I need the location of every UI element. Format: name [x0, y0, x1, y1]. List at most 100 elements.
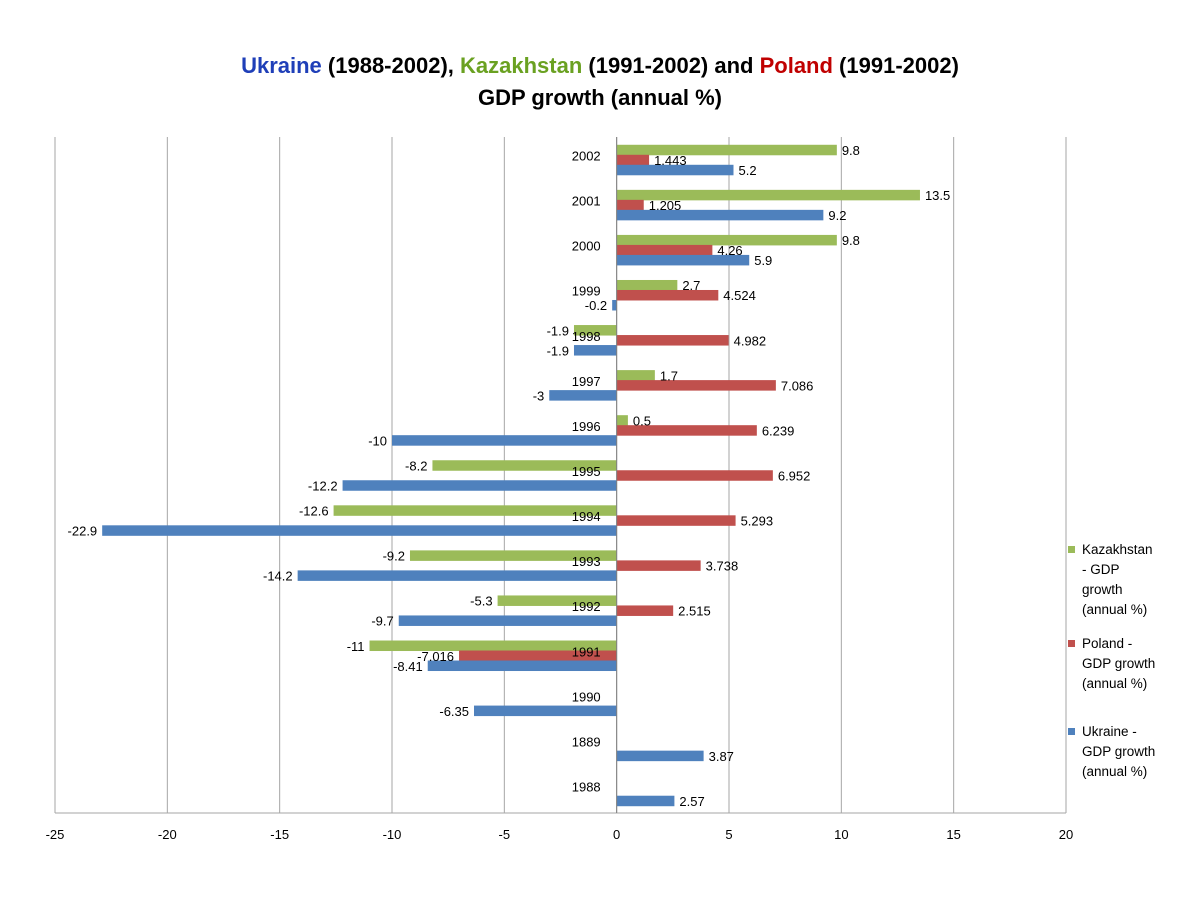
x-tick-label: 5	[725, 827, 732, 842]
data-label-poland: 6.952	[778, 469, 811, 484]
data-label-poland: 4.524	[723, 288, 756, 303]
chart-title-line2: GDP growth (annual %)	[477, 85, 723, 110]
y-category-label: 2000	[572, 239, 601, 254]
legend-text-line: - GDP	[1082, 562, 1120, 577]
data-label-ukraine: 5.9	[754, 253, 772, 268]
y-category-label: 2001	[572, 194, 601, 209]
bar-kazakhstan	[333, 505, 617, 516]
chart-title-line1: Ukraine (1988-2002), Kazakhstan (1991-20…	[0, 50, 1200, 82]
bar-ukraine	[616, 164, 734, 176]
bar-poland	[616, 154, 650, 166]
data-label-kazakhstan: 13.5	[925, 188, 950, 203]
bars	[102, 144, 920, 807]
bar-kazakhstan	[409, 550, 617, 561]
data-label-ukraine: -10	[368, 433, 387, 448]
data-label-kazakhstan: 1.7	[660, 368, 678, 383]
title-kazakhstan: Kazakhstan	[460, 53, 583, 78]
data-label-poland: 1.205	[649, 198, 682, 213]
bar-kazakhstan	[616, 189, 920, 201]
bar-poland	[616, 380, 776, 391]
value-labels: 9.8 13.5 9.8 2.7 -1.9 1.7 0.5 -8.2 -12.6 -9.2 -5.3…	[68, 143, 951, 809]
chart-legend: Kazakhstan - GDP growth (annual %) Poland - G…	[1068, 540, 1178, 796]
bar-poland	[616, 560, 701, 571]
x-tick-label: -10	[383, 827, 402, 842]
bar-poland	[616, 605, 674, 616]
x-tick-label: 10	[834, 827, 848, 842]
data-label-poland: 7.086	[781, 378, 814, 393]
x-tick-label: 20	[1059, 827, 1073, 842]
bar-ukraine	[102, 525, 617, 536]
y-category-label: 1998	[572, 329, 601, 344]
x-axis-tick-labels: -25 -20 -15 -10 -5 0 5 10 15 20	[46, 827, 1074, 842]
bar-poland	[459, 650, 617, 662]
bar-kazakhstan	[616, 370, 655, 381]
y-category-label: 1992	[572, 599, 601, 614]
bar-ukraine	[612, 299, 617, 311]
data-label-ukraine: -6.35	[439, 704, 469, 719]
data-label-ukraine: 2.57	[679, 794, 704, 809]
data-label-poland: 4.26	[717, 243, 742, 258]
legend-item-kazakhstan: Kazakhstan - GDP growth (annual %)	[1068, 540, 1178, 620]
data-label-ukraine: -8.41	[393, 659, 423, 674]
title-ukraine: Ukraine	[241, 53, 322, 78]
data-label-ukraine: -22.9	[68, 524, 98, 539]
data-label-ukraine: 5.2	[738, 163, 756, 178]
data-label-ukraine: -14.2	[263, 569, 293, 584]
legend-text-line: (annual %)	[1082, 676, 1148, 691]
y-category-label: 1889	[572, 734, 601, 749]
data-label-ukraine: -3	[533, 388, 545, 403]
bar-ukraine	[392, 435, 617, 446]
bar-poland	[616, 335, 729, 346]
legend-swatch-poland	[1068, 640, 1075, 647]
data-label-kazakhstan: 0.5	[633, 413, 651, 428]
title-poland-range: (1991-2002)	[832, 53, 959, 78]
bar-poland	[616, 289, 719, 301]
legend-swatch-kazakhstan	[1068, 546, 1075, 553]
y-category-label: 1995	[572, 464, 601, 479]
bar-ukraine	[616, 254, 750, 266]
data-label-kazakhstan: 2.7	[682, 278, 700, 293]
data-label-kazakhstan: -5.3	[470, 594, 492, 609]
data-label-kazakhstan: -1.9	[547, 323, 569, 338]
data-label-poland: 5.293	[741, 514, 774, 529]
chart-title: Ukraine (1988-2002), Kazakhstan (1991-20…	[0, 50, 1200, 114]
bar-poland	[616, 244, 713, 256]
bar-ukraine	[297, 570, 617, 581]
bar-poland	[616, 515, 736, 526]
data-label-kazakhstan: -9.2	[383, 549, 405, 564]
legend-text-line: (annual %)	[1082, 602, 1148, 617]
legend-swatch-ukraine	[1068, 728, 1075, 735]
bar-ukraine	[398, 615, 617, 626]
bar-ukraine	[616, 750, 704, 762]
bar-ukraine	[616, 795, 675, 807]
x-tick-label: 15	[946, 827, 960, 842]
legend-text-line: Kazakhstan	[1082, 542, 1153, 557]
bar-ukraine	[474, 705, 617, 717]
bar-poland	[616, 425, 757, 436]
x-tick-label: -20	[158, 827, 177, 842]
bar-kazakhstan	[616, 144, 837, 156]
data-label-poland: 4.982	[734, 333, 767, 348]
data-label-kazakhstan: 9.8	[842, 233, 860, 248]
data-label-ukraine: 9.2	[828, 208, 846, 223]
legend-item-poland: Poland - GDP growth (annual %)	[1068, 634, 1178, 694]
y-category-label: 2002	[572, 149, 601, 164]
bar-poland	[616, 199, 644, 211]
bar-kazakhstan	[573, 325, 617, 336]
y-category-label: 1990	[572, 689, 601, 704]
data-label-poland: 2.515	[678, 604, 711, 619]
legend-item-ukraine: Ukraine - GDP growth (annual %)	[1068, 722, 1178, 782]
bar-kazakhstan	[616, 279, 678, 291]
data-label-ukraine: -9.7	[371, 614, 393, 629]
legend-text-line: GDP growth	[1082, 656, 1156, 671]
y-category-label: 1993	[572, 554, 601, 569]
y-category-label: 1988	[572, 779, 601, 794]
data-label-kazakhstan: 9.8	[842, 143, 860, 158]
bar-ukraine	[427, 660, 617, 672]
y-category-label: 1999	[572, 284, 601, 299]
title-ukraine-range: (1988-2002),	[321, 53, 460, 78]
title-poland: Poland	[759, 53, 833, 78]
legend-text-line: GDP growth	[1082, 744, 1156, 759]
legend-text-line: Ukraine -	[1082, 724, 1137, 739]
